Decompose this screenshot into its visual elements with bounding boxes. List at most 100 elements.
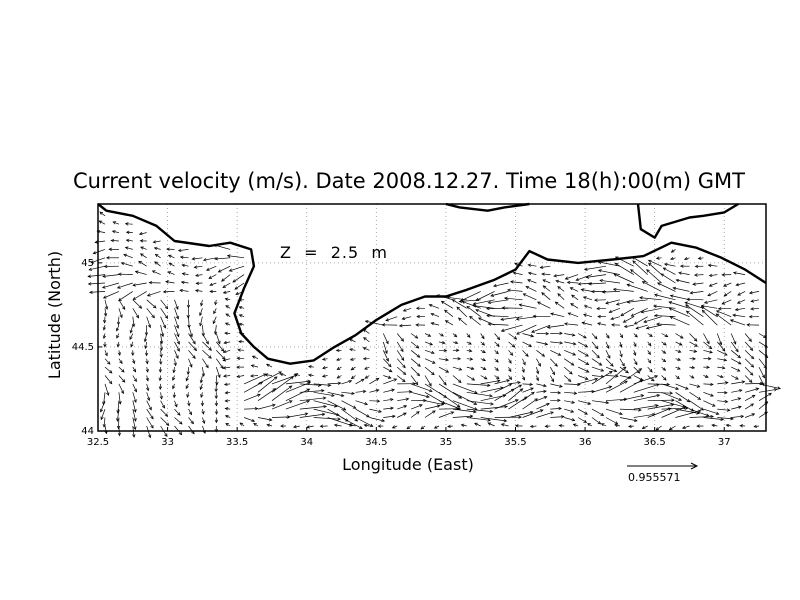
- velocity-arrow: [349, 357, 356, 361]
- velocity-arrow: [348, 338, 356, 343]
- velocity-arrow: [174, 350, 179, 360]
- velocity-arrow: [715, 313, 732, 326]
- velocity-arrow: [577, 366, 590, 373]
- velocity-arrow: [129, 333, 134, 340]
- velocity-arrow: [355, 417, 374, 427]
- velocity-arrow: [486, 306, 509, 311]
- velocity-arrow: [223, 374, 231, 378]
- velocity-arrow: [668, 307, 690, 318]
- velocity-arrow: [675, 408, 700, 415]
- velocity-arrow: [619, 394, 645, 402]
- velocity-arrow: [187, 400, 191, 407]
- velocity-arrow: [522, 358, 526, 366]
- velocity-arrow: [327, 381, 342, 385]
- y-tick-labels: 44 44.5 45: [72, 258, 94, 437]
- velocity-arrow: [132, 400, 137, 413]
- velocity-arrow: [494, 333, 501, 341]
- kerch-coastline: [636, 202, 739, 239]
- velocity-arrow: [575, 274, 593, 282]
- velocity-arrow: [564, 349, 577, 356]
- velocity-arrow: [490, 291, 509, 297]
- velocity-arrow: [102, 392, 106, 406]
- velocity-arrow: [146, 299, 157, 309]
- velocity-arrow: [521, 367, 525, 373]
- velocity-arrow: [744, 403, 755, 410]
- velocity-arrow: [145, 375, 149, 382]
- velocity-arrow: [660, 273, 676, 284]
- velocity-arrow: [430, 322, 440, 326]
- velocity-arrow: [103, 264, 119, 269]
- velocity-arrow: [591, 374, 605, 379]
- velocity-arrow: [737, 291, 746, 296]
- velocity-arrow: [132, 291, 147, 300]
- velocity-arrow: [758, 375, 765, 387]
- velocity-arrow: [129, 325, 134, 334]
- velocity-arrow: [536, 383, 547, 388]
- velocity-arrow: [146, 392, 151, 402]
- velocity-arrow: [585, 274, 607, 279]
- velocity-arrow: [536, 350, 546, 357]
- velocity-arrow: [225, 423, 231, 427]
- velocity-arrow: [102, 325, 106, 331]
- velocity-arrow: [647, 341, 652, 347]
- velocity-arrow: [111, 230, 119, 234]
- velocity-arrow: [87, 282, 106, 286]
- velocity-arrow: [493, 282, 509, 288]
- velocity-arrow: [605, 358, 614, 367]
- velocity-arrow: [689, 365, 696, 370]
- velocity-arrow: [500, 316, 523, 321]
- velocity-arrow: [656, 322, 676, 326]
- velocity-arrow: [717, 417, 734, 421]
- velocity-arrow: [717, 366, 726, 370]
- velocity-arrow: [362, 357, 370, 361]
- velocity-arrow: [480, 394, 507, 402]
- velocity-arrow: [633, 404, 659, 410]
- velocity-arrow: [383, 378, 398, 385]
- velocity-arrow: [336, 357, 342, 362]
- velocity-arrow: [647, 358, 652, 364]
- velocity-arrow: [594, 298, 607, 302]
- velocity-arrow: [424, 410, 436, 418]
- y-tick-label: 45: [81, 258, 94, 269]
- velocity-arrow: [363, 423, 370, 428]
- velocity-arrow: [416, 314, 426, 319]
- velocity-arrow: [550, 391, 562, 395]
- velocity-arrow: [550, 406, 562, 411]
- velocity-arrow: [643, 316, 662, 323]
- velocity-arrow: [522, 387, 534, 393]
- velocity-arrow: [600, 423, 607, 427]
- velocity-arrow: [146, 425, 152, 439]
- velocity-arrow: [503, 296, 523, 301]
- velocity-arrow: [257, 403, 276, 410]
- velocity-arrow: [410, 404, 423, 410]
- velocity-arrow: [132, 358, 136, 365]
- velocity-arrow: [383, 406, 394, 410]
- velocity-arrow: [166, 247, 175, 251]
- velocity-arrow: [558, 424, 565, 428]
- velocity-arrow: [669, 316, 690, 326]
- velocity-arrow: [321, 374, 328, 378]
- velocity-arrow: [158, 375, 162, 382]
- velocity-arrow: [224, 407, 231, 411]
- velocity-arrow: [104, 425, 108, 435]
- velocity-arrow: [243, 393, 261, 402]
- velocity-arrow: [188, 333, 196, 345]
- velocity-arrow: [433, 425, 440, 429]
- velocity-arrow: [424, 333, 432, 337]
- velocity-arrow: [222, 290, 231, 295]
- velocity-arrow: [174, 333, 180, 345]
- velocity-arrow: [480, 417, 508, 423]
- velocity-arrow: [172, 375, 176, 381]
- velocity-arrow: [104, 358, 111, 365]
- velocity-arrow: [619, 408, 642, 412]
- velocity-arrow: [536, 367, 540, 375]
- velocity-arrow: [750, 299, 760, 303]
- velocity-arrow: [675, 357, 682, 361]
- velocity-arrow: [582, 296, 593, 301]
- velocity-arrow: [146, 308, 155, 319]
- velocity-arrow: [661, 366, 667, 371]
- velocity-arrow: [734, 307, 746, 312]
- velocity-arrow: [415, 306, 426, 310]
- velocity-arrow: [159, 341, 163, 352]
- velocity-arrow: [214, 400, 219, 407]
